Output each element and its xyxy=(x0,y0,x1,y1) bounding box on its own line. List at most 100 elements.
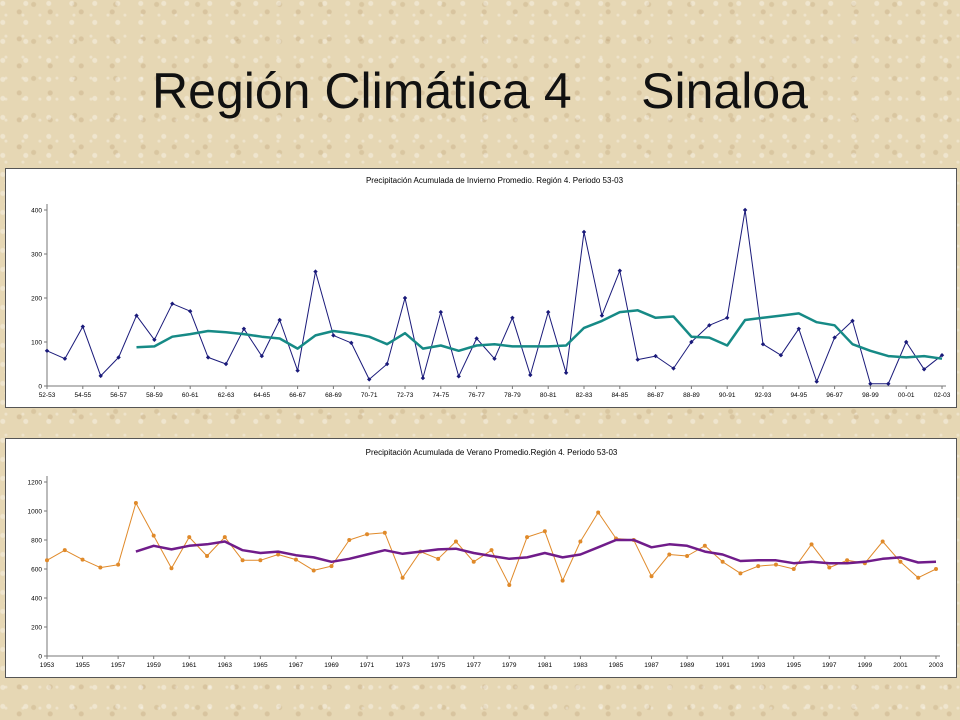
series-0-point xyxy=(702,543,707,548)
series-0-point xyxy=(240,558,245,563)
series-0-point xyxy=(367,377,372,382)
x-tick-label: 66-67 xyxy=(289,392,306,399)
y-tick-label: 200 xyxy=(31,296,42,303)
series-0-point xyxy=(98,373,103,379)
series-0-point xyxy=(510,315,515,320)
y-tick-label: 600 xyxy=(31,567,42,574)
x-tick-label: 52-53 xyxy=(39,392,56,399)
x-tick-label: 72-73 xyxy=(397,392,414,399)
series-0-point xyxy=(489,548,494,553)
series-0-point xyxy=(653,353,658,359)
x-tick-label: 84-85 xyxy=(611,392,628,399)
series-0-point xyxy=(868,381,873,386)
y-tick-label: 200 xyxy=(31,625,42,632)
series-0-point xyxy=(649,574,654,579)
series-0-point xyxy=(62,548,67,553)
x-tick-label: 1959 xyxy=(146,662,161,669)
series-0-point xyxy=(170,301,175,306)
chart-title: Precipitación Acumulada de Invierno Prom… xyxy=(366,176,624,185)
x-tick-label: 00-01 xyxy=(898,392,915,399)
series-0-point xyxy=(349,340,354,346)
series-0-point xyxy=(205,355,211,360)
series-0-point xyxy=(188,309,193,314)
y-tick-label: 400 xyxy=(31,596,42,603)
x-tick-label: 1969 xyxy=(324,662,339,669)
series-0-point xyxy=(80,557,85,562)
x-tick-label: 2001 xyxy=(893,662,908,669)
x-tick-label: 90-91 xyxy=(719,392,736,399)
series-0-point xyxy=(400,575,405,580)
x-tick-label: 1977 xyxy=(466,662,481,669)
series-0-point xyxy=(384,361,390,367)
series-0-point xyxy=(827,565,832,570)
series-0-point xyxy=(133,501,138,506)
series-0-point xyxy=(525,535,530,540)
series-0-point xyxy=(617,268,622,273)
series-0-point xyxy=(667,552,672,557)
series-0-point xyxy=(222,535,227,540)
x-tick-label: 1961 xyxy=(182,662,197,669)
x-tick-label: 1957 xyxy=(111,662,126,669)
series-0-point xyxy=(507,582,512,587)
series-0-point xyxy=(904,339,909,345)
series-0-point xyxy=(438,309,443,315)
x-tick-label: 94-95 xyxy=(790,392,807,399)
x-tick-label: 82-83 xyxy=(576,392,593,399)
x-tick-label: 1999 xyxy=(858,662,873,669)
series-0-point xyxy=(382,530,387,535)
x-tick-label: 1987 xyxy=(644,662,659,669)
series-0-point xyxy=(563,370,569,375)
series-0-point xyxy=(151,533,156,538)
series-0-point xyxy=(578,539,583,544)
page-title: Región Climática 4 Sinaloa xyxy=(152,63,808,119)
series-1-line xyxy=(135,538,937,565)
series-0-point xyxy=(850,318,855,324)
series-0-point xyxy=(689,339,694,345)
x-tick-label: 88-89 xyxy=(683,392,700,399)
x-tick-label: 2003 xyxy=(929,662,944,669)
summer-precipitation-chart-panel: Precipitación Acumulada de Verano Promed… xyxy=(5,438,957,678)
x-tick-label: 56-57 xyxy=(110,392,127,399)
series-0-point xyxy=(295,368,300,373)
series-0-point xyxy=(436,556,441,561)
x-tick-label: 1953 xyxy=(40,662,55,669)
y-tick-label: 0 xyxy=(38,654,42,661)
x-tick-label: 78-79 xyxy=(504,392,521,399)
series-0-point xyxy=(707,323,712,328)
series-0-point xyxy=(420,375,426,381)
series-0-point xyxy=(98,565,103,570)
x-tick-label: 1963 xyxy=(218,662,233,669)
series-0-point xyxy=(939,353,945,358)
x-tick-label: 68-69 xyxy=(325,392,342,399)
series-0-point xyxy=(329,564,334,569)
series-0-point xyxy=(169,566,174,571)
series-1-line xyxy=(136,309,943,360)
winter-precipitation-chart: Precipitación Acumulada de Invierno Prom… xyxy=(31,176,951,399)
x-tick-label: 1967 xyxy=(289,662,304,669)
x-tick-label: 1995 xyxy=(787,662,802,669)
series-0-point xyxy=(725,315,730,320)
x-tick-label: 64-65 xyxy=(253,392,270,399)
series-0-point xyxy=(474,336,479,341)
series-0-point xyxy=(347,538,352,542)
series-0-point xyxy=(760,342,766,347)
series-0-point xyxy=(152,337,157,342)
series-0-point xyxy=(277,317,282,323)
series-0-point xyxy=(313,269,318,274)
series-0-point xyxy=(809,542,814,547)
series-0-point xyxy=(365,532,370,537)
series-0-point xyxy=(116,355,121,360)
series-0-point xyxy=(738,571,743,576)
x-tick-label: 58-59 xyxy=(146,392,163,399)
series-0-point xyxy=(45,558,49,563)
series-0-point xyxy=(886,381,891,386)
x-tick-label: 76-77 xyxy=(468,392,485,399)
series-0-point xyxy=(720,559,725,564)
x-tick-label: 92-93 xyxy=(755,392,772,399)
winter-precipitation-chart-panel: Precipitación Acumulada de Invierno Prom… xyxy=(5,168,957,408)
x-tick-label: 1983 xyxy=(573,662,588,669)
series-0-point xyxy=(934,567,938,571)
x-tick-label: 70-71 xyxy=(361,392,378,399)
x-tick-label: 54-55 xyxy=(74,392,91,399)
series-0-point xyxy=(756,564,761,569)
